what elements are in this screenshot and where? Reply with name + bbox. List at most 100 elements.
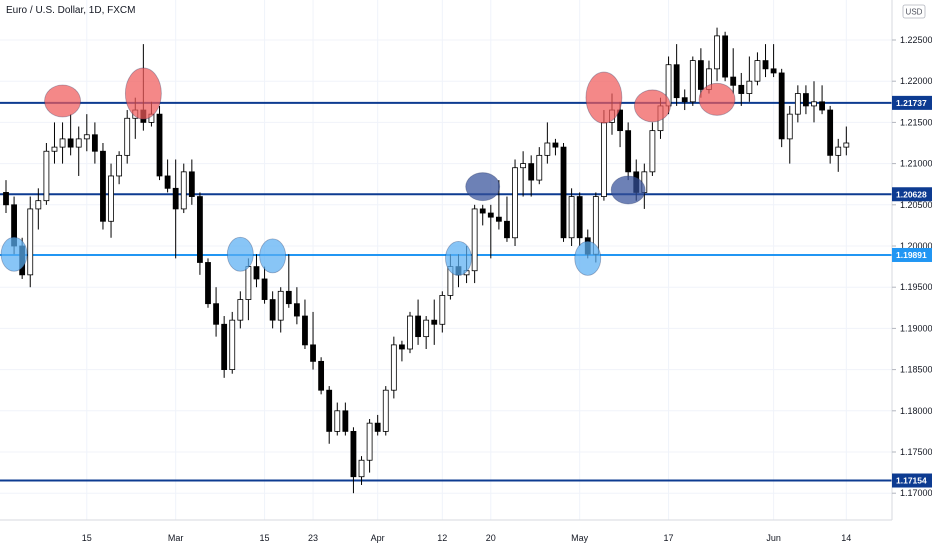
candle-body: [714, 35, 720, 70]
candle-body: [75, 138, 82, 148]
x-tick-label: 12: [437, 533, 447, 543]
candle-body: [67, 138, 74, 148]
highlight-marker-light-blue: [445, 240, 472, 276]
candle: [714, 27, 720, 82]
candle-body: [253, 266, 260, 280]
candle: [318, 357, 325, 395]
candle: [269, 291, 276, 329]
candle-body: [504, 220, 510, 239]
candle: [156, 105, 163, 181]
level-price-tag: [892, 95, 932, 110]
candle: [188, 159, 195, 205]
time-axis[interactable]: 15 Mar 15 23 Apr 12 20 May 17 Jun 14: [82, 533, 852, 543]
candle: [512, 159, 518, 246]
y-tick-label: 1.18000: [900, 406, 932, 416]
candle-body: [172, 187, 179, 210]
candle: [794, 85, 801, 123]
y-tick-label: 1.17000: [900, 488, 932, 498]
candle: [390, 336, 397, 399]
candle: [326, 386, 333, 444]
candle-body: [318, 360, 325, 391]
candle: [479, 204, 486, 226]
candle: [770, 44, 777, 78]
candle: [673, 44, 680, 106]
candle-body: [59, 138, 66, 148]
candle-body: [124, 117, 131, 156]
candle-body: [382, 389, 389, 432]
chart-title: Euro / U.S. Dollar, 1D, FXCM: [6, 5, 135, 16]
candle-body: [536, 154, 543, 181]
candle: [382, 386, 389, 436]
time-axis-bg: [0, 520, 932, 550]
candle-body: [487, 212, 494, 218]
candle: [560, 143, 567, 242]
candle-body: [811, 101, 817, 107]
candle-body: [439, 295, 446, 325]
candle: [811, 81, 817, 123]
candle-body: [794, 93, 801, 115]
candle-body: [738, 84, 745, 94]
x-tick-label: 14: [841, 533, 851, 543]
candle-body: [835, 146, 842, 156]
candle-body: [269, 299, 276, 321]
candle: [681, 89, 688, 111]
candle: [75, 126, 82, 176]
x-tick-label: Jun: [766, 533, 781, 543]
candle-body: [197, 196, 203, 263]
candle-body: [164, 175, 171, 189]
chart-grid: [0, 0, 892, 520]
candle-body: [100, 150, 106, 222]
candle: [407, 311, 413, 354]
x-tick-label: May: [571, 533, 589, 543]
candle-body: [342, 410, 349, 432]
highlight-marker-light-blue: [574, 240, 602, 276]
candle: [334, 402, 341, 436]
highlight-marker-dark-blue: [465, 172, 501, 202]
candle-body: [35, 200, 42, 210]
candle: [229, 311, 236, 374]
candle: [487, 204, 494, 259]
y-tick-label: 1.19500: [900, 282, 932, 292]
candle-body: [689, 60, 696, 103]
candle-body: [495, 216, 502, 222]
candle-body: [649, 130, 656, 173]
candle-body: [310, 344, 316, 362]
x-tick-label: 15: [260, 533, 270, 543]
candle: [803, 85, 809, 115]
level-price-tag: [892, 247, 932, 262]
candle: [213, 287, 219, 337]
candle: [261, 266, 268, 304]
candle-body: [156, 113, 163, 177]
highlight-marker-red: [698, 82, 736, 116]
candle-body: [770, 68, 777, 74]
candle-body: [293, 303, 300, 317]
candle: [59, 122, 66, 164]
highlight-markers: [0, 67, 736, 276]
candle: [730, 48, 737, 94]
y-tick-label: 1.19000: [900, 323, 932, 333]
candle: [100, 143, 106, 230]
candle-body: [552, 142, 559, 148]
candle: [415, 299, 421, 345]
candle: [819, 85, 825, 115]
y-tick-label: 1.18500: [900, 365, 932, 375]
candle: [576, 192, 583, 246]
candle: [350, 427, 357, 494]
candle: [35, 188, 42, 230]
candle: [172, 159, 179, 259]
candle: [124, 110, 131, 164]
price-axis[interactable]: 1.22500 1.22000 1.21500 1.21000 1.20500 1.200…: [892, 35, 932, 498]
currency-badge[interactable]: USD: [902, 4, 926, 19]
candle: [221, 316, 228, 378]
candle-body: [762, 60, 769, 70]
candle-body: [229, 319, 236, 371]
candle-body: [237, 299, 244, 321]
x-tick-label: 23: [308, 533, 318, 543]
candle-body: [819, 101, 825, 111]
candle-body: [390, 344, 397, 391]
candle-body: [754, 60, 761, 82]
y-tick-label: 1.20000: [900, 241, 932, 251]
candle-body: [261, 278, 268, 300]
candle: [366, 419, 373, 473]
